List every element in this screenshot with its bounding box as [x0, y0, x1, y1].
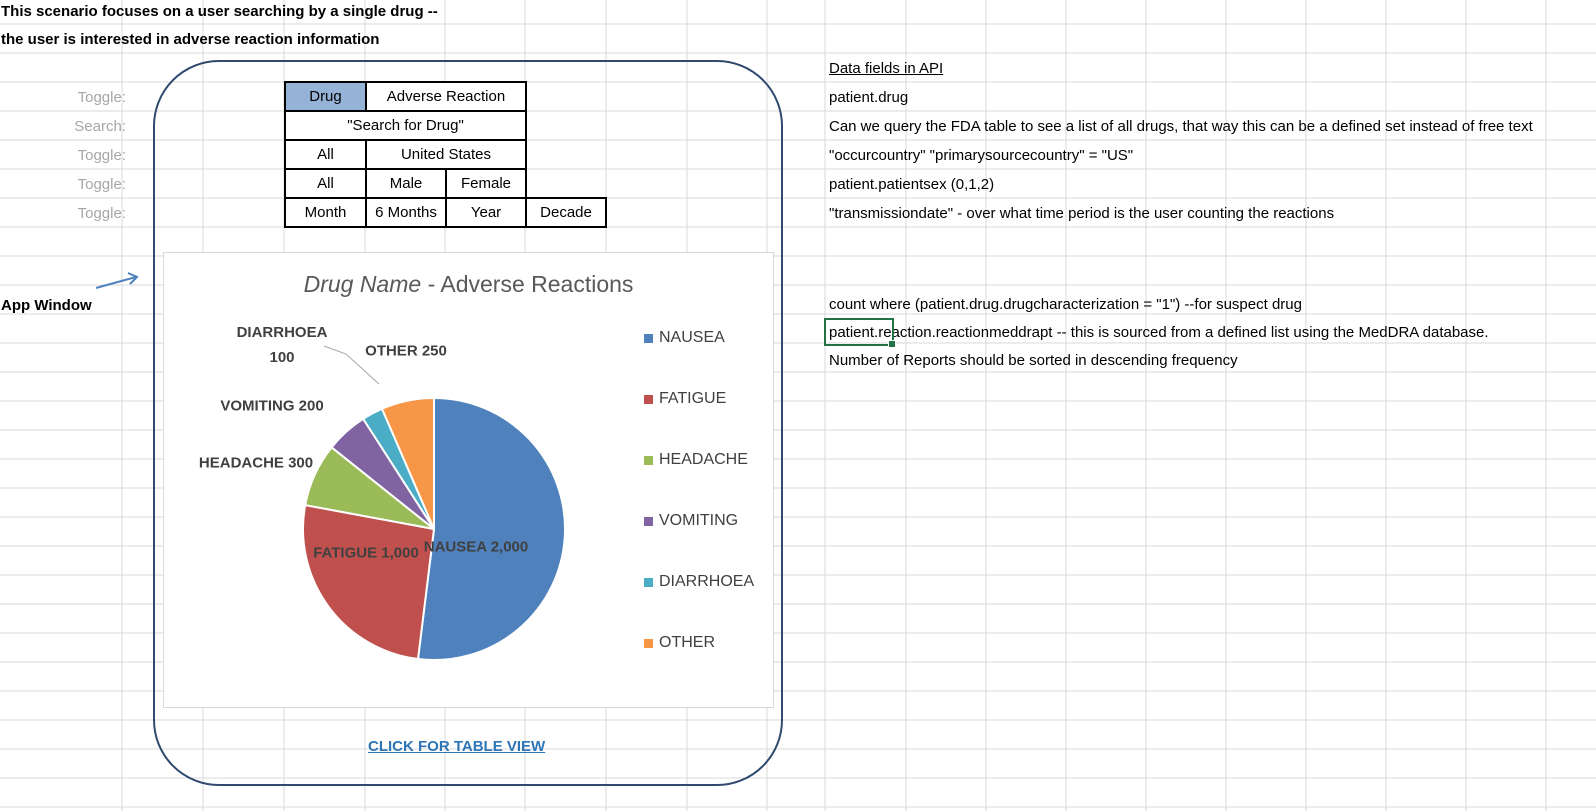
data-label-fatigue: FATIGUE 1,000 — [313, 544, 419, 562]
toggle-united-states[interactable]: United States — [365, 139, 527, 170]
toggle-male[interactable]: Male — [365, 168, 447, 199]
diarrhoea-leader-line — [323, 345, 380, 385]
toggle-month[interactable]: Month — [284, 197, 367, 228]
data-label-nausea: NAUSEA 2,000 — [423, 538, 529, 556]
chart-title-drug-name: Drug Name — [303, 271, 422, 297]
legend-swatch — [644, 638, 653, 648]
data-label-other: OTHER 250 — [365, 342, 447, 360]
chart-title: Drug Name - Adverse Reactions — [164, 271, 773, 298]
note-line: patient.reaction.reactionmeddrapt -- thi… — [829, 324, 1489, 341]
legend-item-other: OTHER — [644, 634, 715, 652]
selected-cell[interactable] — [824, 318, 896, 348]
pie-chart-area[interactable]: Drug Name - Adverse Reactions NAUSEA 2,0… — [163, 252, 774, 708]
drug-toggle-label: Toggle: — [77, 89, 126, 106]
chart-title-rest: - Adverse Reactions — [421, 271, 634, 297]
pie-slice-fatigue — [302, 503, 436, 661]
pointer-arrow-icon — [95, 272, 139, 289]
note-line: "occurcountry" "primarysourcecountry" = … — [829, 147, 1134, 164]
data-label-headache: HEADACHE 300 — [198, 454, 314, 472]
fill-handle[interactable] — [888, 340, 896, 348]
legend-item-nausea: NAUSEA — [644, 329, 725, 347]
toggle-country-all[interactable]: All — [284, 139, 367, 170]
legend-item-diarrhoea: DIARRHOEA — [644, 573, 754, 591]
legend-item-vomiting: VOMITING — [644, 512, 738, 530]
legend-item-fatigue: FATIGUE — [644, 390, 726, 408]
toggle-adverse-reaction[interactable]: Adverse Reaction — [365, 81, 527, 112]
search-label: Search: — [74, 118, 126, 135]
scenario-line-2: the user is interested in adverse reacti… — [1, 31, 380, 48]
notes-heading: Data fields in API — [829, 60, 944, 77]
toggle-decade[interactable]: Decade — [525, 197, 607, 228]
note-line: count where (patient.drug.drugcharacteri… — [829, 296, 1302, 313]
sex-toggle-label: Toggle: — [77, 176, 126, 193]
legend-label: OTHER — [659, 634, 715, 651]
search-drug-input[interactable]: "Search for Drug" — [284, 110, 527, 141]
note-line: "transmissiondate" - over what time peri… — [829, 205, 1335, 222]
app-window-frame — [153, 60, 783, 786]
pie-slice-nausea — [416, 396, 566, 661]
legend-swatch — [644, 394, 653, 404]
period-toggle-label: Toggle: — [77, 205, 126, 222]
legend-label: NAUSEA — [659, 329, 725, 346]
pie-chart — [302, 345, 566, 661]
legend-swatch — [644, 577, 653, 587]
pie-slice-other — [380, 396, 435, 530]
legend-label: DIARRHOEA — [659, 573, 755, 590]
scenario-line-1: This scenario focuses on a user searchin… — [1, 3, 438, 20]
toggle-sex-all[interactable]: All — [284, 168, 367, 199]
note-line: Number of Reports should be sorted in de… — [829, 352, 1238, 369]
legend-swatch — [644, 516, 653, 526]
toggle-6-months[interactable]: 6 Months — [365, 197, 447, 228]
legend-item-headache: HEADACHE — [644, 451, 748, 469]
toggle-drug[interactable]: Drug — [284, 81, 367, 112]
table-view-link[interactable]: CLICK FOR TABLE VIEW — [368, 738, 546, 755]
legend-label: FATIGUE — [659, 390, 727, 407]
app-window-label: App Window — [1, 297, 92, 314]
legend-label: HEADACHE — [659, 451, 748, 468]
legend-swatch — [644, 333, 653, 343]
data-label-vomiting: VOMITING 200 — [220, 397, 324, 415]
legend-label: VOMITING — [659, 512, 739, 529]
toggle-female[interactable]: Female — [445, 168, 527, 199]
note-line: Can we query the FDA table to see a list… — [829, 118, 1533, 135]
toggle-year[interactable]: Year — [445, 197, 527, 228]
data-label-diarrhoea: DIARRHOEA 100 — [236, 324, 328, 366]
legend-swatch — [644, 455, 653, 465]
note-line: patient.patientsex (0,1,2) — [829, 176, 995, 193]
country-toggle-label: Toggle: — [77, 147, 126, 164]
note-line: patient.drug — [829, 89, 909, 106]
